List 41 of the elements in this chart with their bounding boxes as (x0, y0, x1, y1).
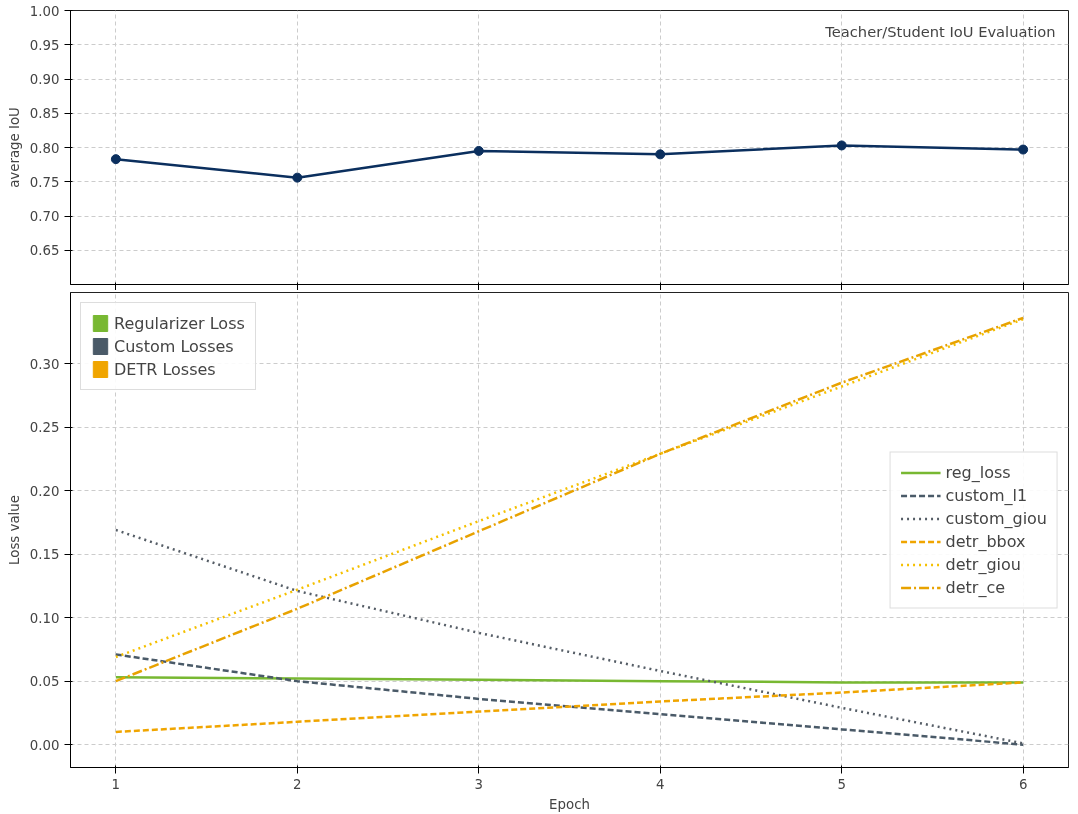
point (1018, 144, 1029, 155)
annotation: Teacher/Student IoU Evaluation (824, 22, 1056, 40)
y-tick-label: 0.95 (29, 37, 60, 53)
legend-label: Custom Losses (114, 336, 234, 356)
y-tick-label: 0.85 (29, 106, 60, 122)
y-tick-label: 1.00 (29, 3, 60, 19)
x-tick-label: 4 (655, 776, 665, 792)
line-series (114, 528, 1025, 745)
point (110, 154, 121, 165)
y-tick-label: 0.00 (29, 737, 60, 753)
point (292, 172, 303, 183)
y-tick-label: 0.70 (29, 209, 60, 224)
legend-label: reg_loss (945, 462, 1011, 482)
legend-label: Regularizer Loss (114, 313, 245, 333)
x-tick-label: 6 (1018, 776, 1028, 792)
x-axis-title: Epoch (549, 796, 590, 812)
y-tick-label: 0.65 (29, 243, 60, 259)
y-tick-label: 0.20 (29, 483, 60, 499)
point (836, 140, 847, 151)
point (473, 145, 484, 156)
y-axis-title: Loss value (6, 495, 22, 565)
legend-label: custom_giou (945, 508, 1047, 528)
x-tick-label: 3 (474, 776, 484, 792)
y-tick-label: 0.10 (29, 610, 60, 626)
y-tick-label: 0.25 (29, 420, 60, 436)
legend-label: detr_ce (945, 577, 1006, 597)
legend-label: detr_giou (945, 554, 1021, 574)
point (655, 149, 666, 160)
legend-label: detr_bbox (945, 531, 1026, 551)
y-tick-label: 0.80 (29, 140, 60, 156)
y-tick-label: 0.05 (29, 674, 60, 690)
y-tick-label: 0.30 (29, 356, 60, 372)
legend-label: DETR Losses (114, 359, 216, 379)
x-tick-label: 1 (111, 776, 121, 792)
y-tick-label: 0.75 (29, 174, 60, 190)
y-tick-label: 0.90 (29, 72, 60, 87)
y-tick-label: 0.15 (29, 547, 60, 563)
y-axis-title: average IoU (6, 107, 22, 188)
x-tick-label: 5 (837, 776, 846, 792)
x-tick-label: 2 (293, 776, 302, 792)
legend-label: custom_l1 (945, 485, 1028, 505)
